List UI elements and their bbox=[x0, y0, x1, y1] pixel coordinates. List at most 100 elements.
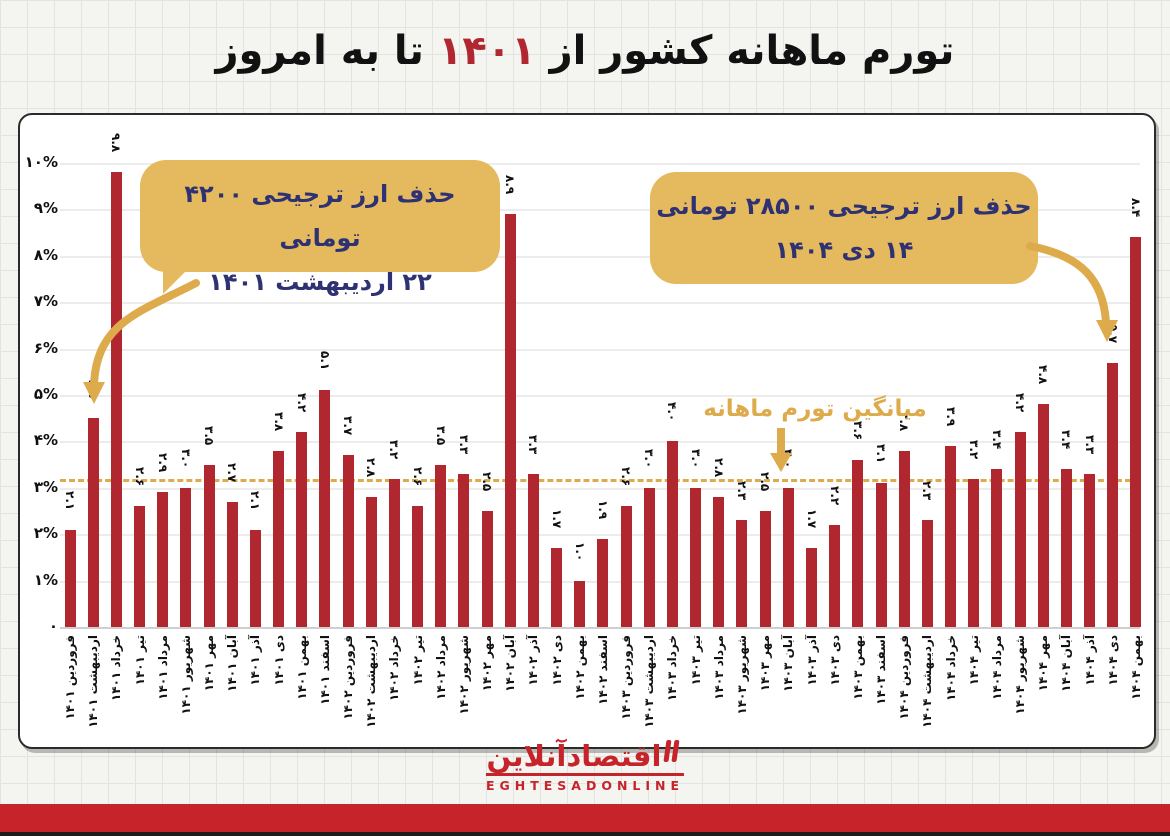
bar bbox=[898, 450, 910, 627]
gridline bbox=[60, 627, 1140, 629]
y-axis-tick-label: ۷% bbox=[33, 292, 58, 311]
bar-value-label: ۲.۱ bbox=[63, 490, 77, 510]
x-axis-month-label: فروردین ۱۴۰۴ bbox=[897, 635, 912, 720]
bar bbox=[64, 529, 76, 627]
bar-value-label: ۳.۳ bbox=[1082, 434, 1097, 455]
bar-value-label: ۴.۸ bbox=[1036, 365, 1051, 385]
logo-bars-icon bbox=[661, 740, 680, 766]
bar-value-label: ۳.۰ bbox=[688, 448, 703, 469]
bar-value-label: ۳.۴ bbox=[989, 430, 1004, 450]
x-axis-month-label: تیر ۱۴۰۱ bbox=[132, 635, 147, 686]
bar-value-label: ۲.۸ bbox=[364, 458, 379, 478]
x-axis-month-label: تیر ۱۴۰۳ bbox=[688, 635, 703, 686]
bar bbox=[1130, 237, 1142, 627]
bar-value-label: ۴.۰ bbox=[665, 402, 680, 422]
bar bbox=[713, 497, 725, 627]
bubble-tail-right bbox=[1012, 236, 1038, 262]
gridline bbox=[60, 255, 1140, 258]
bar bbox=[87, 418, 99, 627]
x-axis-month-label: مرداد ۱۴۰۱ bbox=[155, 635, 170, 700]
x-axis-month-label: مهر ۱۴۰۴ bbox=[1036, 635, 1051, 692]
x-axis-month-label: دی ۱۴۰۳ bbox=[827, 635, 842, 686]
bar-value-label: ۳.۳ bbox=[526, 434, 541, 455]
bar bbox=[690, 487, 702, 627]
bar-value-label: ۲.۶ bbox=[410, 467, 425, 487]
x-axis-month-label: دی ۱۴۰۱ bbox=[271, 635, 286, 686]
bar bbox=[1014, 432, 1026, 627]
bar-value-label: ۳.۰ bbox=[178, 448, 193, 469]
bar-value-label: ۲.۱ bbox=[248, 490, 263, 510]
y-axis-tick-label: ۱۰% bbox=[24, 153, 58, 171]
bar-value-label: ۲.۵ bbox=[480, 472, 495, 492]
y-axis-tick-label: ۱% bbox=[33, 570, 58, 589]
y-axis-tick-label: ۵% bbox=[33, 385, 58, 403]
bar bbox=[249, 529, 261, 627]
bar-value-label: ۴.۵ bbox=[86, 379, 101, 399]
gridline bbox=[60, 163, 1140, 165]
bar-value-label: ۳.۲ bbox=[387, 439, 402, 459]
bottom-edge bbox=[0, 832, 1170, 836]
bar bbox=[180, 487, 192, 627]
plot-area: ۰ ۱% ۲% ۳% ۴% ۵% ۶% ۷% ۸% ۹% ۱۰% ۲.۱ فروردین ۱۴۰۱ ۴.۵… bbox=[20, 115, 1154, 747]
annotation-line2: ۱۴ دی ۱۴۰۴ bbox=[774, 236, 914, 264]
bar-value-label: ۵.۱ bbox=[317, 351, 332, 371]
bar bbox=[1060, 469, 1072, 627]
x-axis-month-label: فروردین ۱۴۰۳ bbox=[619, 635, 634, 720]
bar-value-label: ۲.۸ bbox=[711, 458, 726, 478]
bar-value-label: ۳.۰ bbox=[781, 448, 796, 469]
bar-value-label: ۱.۹ bbox=[595, 499, 610, 520]
bar-value-label: ۴.۲ bbox=[1013, 393, 1028, 413]
x-axis-month-label: شهریور ۱۴۰۱ bbox=[178, 635, 193, 715]
logo-latin-wordmark: EGHTESADONLINE bbox=[485, 773, 685, 793]
annotation-line1: حذف ارز ترجیحی ۴۲۰۰ تومانی bbox=[184, 180, 456, 252]
bar bbox=[945, 446, 957, 627]
bar bbox=[620, 506, 632, 627]
bar-value-label: ۳.۲ bbox=[966, 439, 981, 459]
x-axis-month-label: تیر ۱۴۰۲ bbox=[410, 635, 425, 686]
x-axis-month-label: اردیبهشت ۱۴۰۴ bbox=[920, 635, 935, 728]
x-axis-month-label: اسفند ۱۴۰۳ bbox=[874, 635, 889, 705]
bar-value-label: ۲.۳ bbox=[920, 481, 935, 501]
x-axis-month-label: مهر ۱۴۰۳ bbox=[758, 635, 773, 692]
bar bbox=[296, 432, 308, 627]
x-axis-month-label: بهمن ۱۴۰۲ bbox=[572, 635, 587, 700]
x-axis-month-label: تیر ۱۴۰۴ bbox=[966, 635, 981, 686]
bar bbox=[991, 469, 1003, 627]
annotation-bubble-4200: حذف ارز ترجیحی ۴۲۰۰ تومانی ۲۲ اردیبهشت ۱… bbox=[140, 160, 500, 296]
x-axis-month-label: اردیبهشت ۱۴۰۳ bbox=[642, 635, 657, 728]
bar-value-label: ۴.۲ bbox=[294, 393, 309, 413]
x-axis-month-label: مهر ۱۴۰۱ bbox=[202, 635, 217, 692]
bar-value-label: ۳.۵ bbox=[433, 425, 448, 445]
x-axis-month-label: فروردین ۱۴۰۲ bbox=[341, 635, 356, 720]
x-axis-month-label: آبان ۱۴۰۱ bbox=[225, 635, 240, 692]
x-axis-month-label: بهمن ۱۴۰۱ bbox=[294, 635, 309, 700]
x-axis-month-label: آذر ۱۴۰۲ bbox=[526, 635, 541, 686]
x-axis-month-label: آذر ۱۴۰۱ bbox=[248, 635, 263, 686]
bar bbox=[736, 520, 748, 627]
average-line-label: میانگین تورم ماهانه bbox=[703, 396, 927, 422]
eghtesad-online-logo: اقتصادآنلاین EGHTESADONLINE bbox=[485, 740, 685, 793]
bar-value-label: ۱.۷ bbox=[549, 509, 564, 529]
x-axis-month-label: مرداد ۱۴۰۳ bbox=[711, 635, 726, 700]
bar bbox=[365, 497, 377, 627]
bar bbox=[319, 390, 331, 627]
bar bbox=[504, 214, 516, 627]
y-axis-tick-label: ۶% bbox=[33, 338, 58, 357]
gridline bbox=[60, 209, 1140, 212]
title-year: ۱۴۰۱ bbox=[437, 28, 537, 74]
bar-value-label: ۱.۷ bbox=[804, 509, 819, 529]
bar bbox=[829, 524, 841, 627]
bar bbox=[1037, 404, 1049, 627]
bar bbox=[666, 441, 678, 627]
bar-value-label: ۳.۳ bbox=[456, 434, 471, 455]
x-axis-month-label: آبان ۱۴۰۴ bbox=[1059, 635, 1074, 692]
bar bbox=[134, 506, 146, 627]
x-axis-month-label: خرداد ۱۴۰۲ bbox=[387, 635, 402, 702]
x-axis-month-label: دی ۱۴۰۲ bbox=[549, 635, 564, 686]
bar bbox=[481, 511, 493, 627]
x-axis-month-label: آبان ۱۴۰۳ bbox=[781, 635, 796, 692]
x-axis-month-label: شهریور ۱۴۰۴ bbox=[1013, 635, 1028, 715]
bar bbox=[458, 473, 470, 627]
x-axis-month-label: آذر ۱۴۰۳ bbox=[804, 635, 819, 686]
x-axis-month-label: اردیبهشت ۱۴۰۲ bbox=[364, 635, 379, 728]
